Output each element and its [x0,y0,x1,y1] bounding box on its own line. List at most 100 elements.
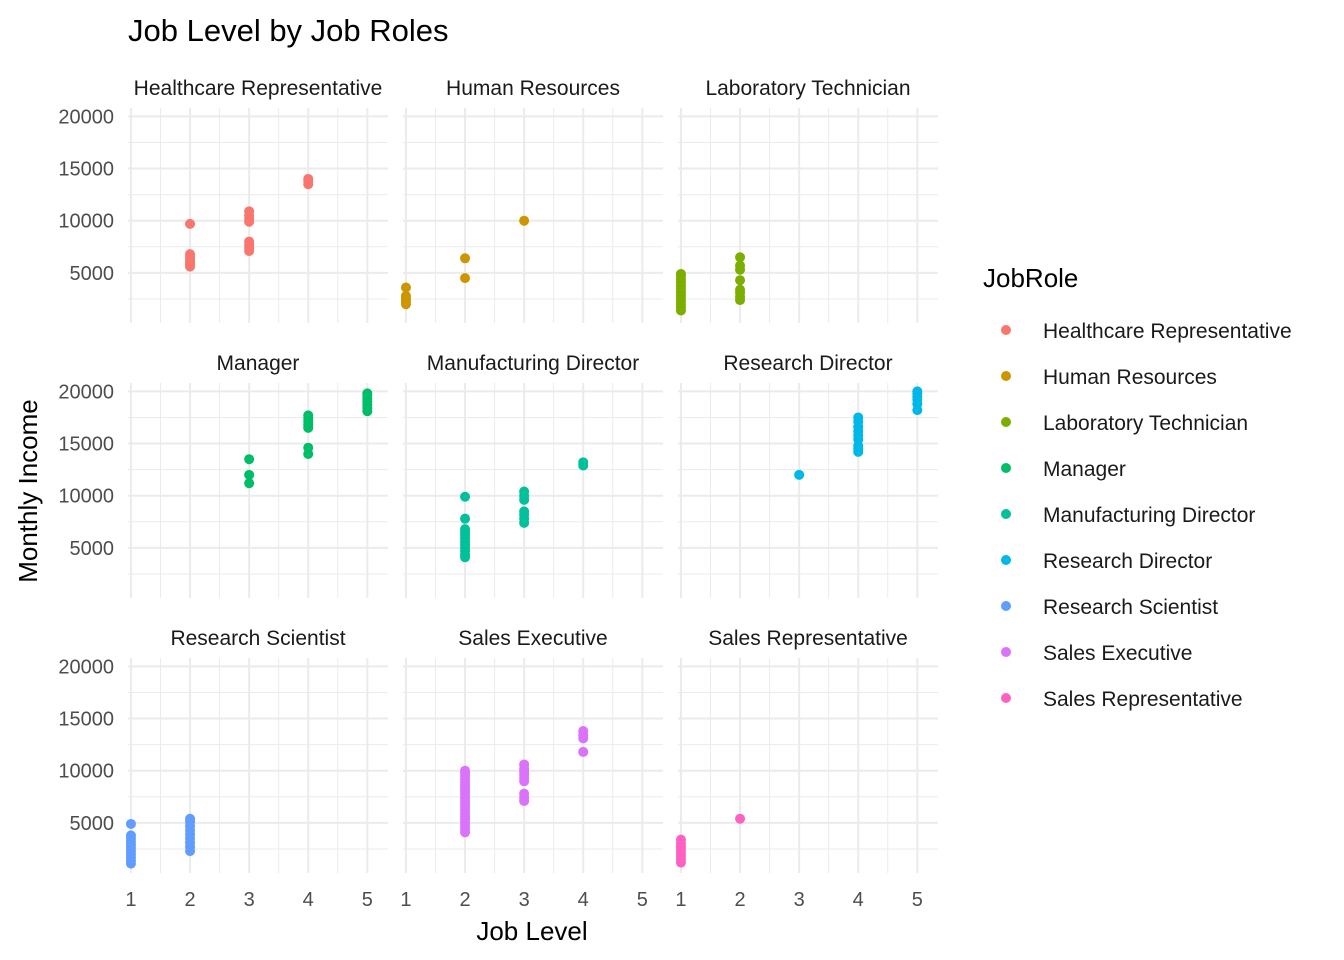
scatter-point [519,506,530,517]
x-tick-label: 2 [459,889,470,911]
x-tick-label: 4 [853,889,864,911]
scatter-point [400,282,411,293]
facet-strip-title: Healthcare Representative [134,77,383,100]
facet-strip-title: Manager [217,352,300,375]
facet-strip-title: Sales Representative [708,627,908,650]
x-tick-label: 2 [734,889,745,911]
facet-strip-title: Laboratory Technician [705,77,910,100]
scatter-point [460,273,471,284]
facet-strip-title: Research Director [723,352,892,375]
legend-swatch [1001,325,1011,335]
legend-swatch [1001,555,1011,565]
legend-swatch [1001,647,1011,657]
x-tick-label: 5 [912,889,923,911]
facet-panels: Healthcare Representative500010000150002… [58,77,938,911]
legend: JobRole Healthcare Representative Human R… [983,263,1292,711]
facet-strip-title: Research Scientist [170,627,345,650]
facet-panel: Manager 5000 10000 15000 20000 [58,352,388,598]
scatter-point [578,746,589,757]
scatter-point [460,253,471,264]
scatter-point [244,454,255,465]
scatter-point [400,290,411,301]
facet-panel: Research Scientist 5000 10000 15000 20000 1 2 3… [58,627,388,911]
y-axis-label: Monthly Income [13,399,43,583]
scatter-point [460,765,471,776]
facet-panel: Healthcare Representative 5000 10000 15000 2… [58,77,388,323]
scatter-point [244,206,255,217]
scatter-point [185,249,196,260]
legend-items: Healthcare Representative Human Resources… [1001,320,1292,711]
legend-swatch [1001,463,1011,473]
legend-swatch [1001,601,1011,611]
scatter-point [460,513,471,524]
scatter-point [460,491,471,502]
legend-label: Sales Representative [1043,688,1243,711]
y-tick-label: 20000 [58,106,114,128]
legend-label: Laboratory Technician [1043,412,1248,435]
legend-label: Human Resources [1043,366,1217,389]
x-tick-label: 5 [637,889,648,911]
scatter-point [460,524,471,535]
scatter-point [735,275,746,286]
y-tick-label: 10000 [58,761,114,783]
facet-panel: Laboratory Technician [675,77,938,323]
y-tick-label: 15000 [58,709,114,731]
y-tick-label: 20000 [58,656,114,678]
legend-label: Research Scientist [1043,596,1218,619]
legend-label: Manager [1043,458,1126,481]
scatter-point [303,173,314,184]
y-tick-label: 15000 [58,159,114,181]
scatter-point [185,813,196,824]
scatter-point [244,478,255,489]
scatter-point [912,386,923,397]
legend-label: Manufacturing Director [1043,504,1255,527]
scatter-point [303,442,314,453]
scatter-point [185,218,196,229]
scatter-point [519,486,530,497]
scatter-point [519,215,530,226]
facet-panel: Sales Representative 1 2 3 4 5 [675,627,938,911]
legend-swatch [1001,509,1011,519]
scatter-point [735,252,746,263]
chart-title: Job Level by Job Roles [128,13,449,48]
scatter-point [675,268,686,279]
y-tick-label: 5000 [70,538,115,560]
scatter-point [675,834,686,845]
scatter-point [519,759,530,770]
legend-title: JobRole [983,263,1078,293]
x-tick-label: 4 [303,889,314,911]
legend-label: Sales Executive [1043,642,1192,665]
y-tick-label: 5000 [70,263,115,285]
scatter-point [303,410,314,421]
y-tick-label: 15000 [58,434,114,456]
scatter-point [244,469,255,480]
scatter-point [362,388,373,399]
scatter-point [794,469,805,480]
x-tick-label: 1 [675,889,686,911]
facet-strip-title: Human Resources [446,77,620,100]
x-tick-label: 5 [362,889,373,911]
x-tick-label: 2 [184,889,195,911]
x-tick-label: 3 [794,889,805,911]
scatter-point [578,457,589,468]
x-axis-label: Job Level [476,916,587,946]
scatter-point [735,284,746,295]
facet-strip-title: Sales Executive [458,627,607,650]
scatter-point [519,788,530,799]
scatter-point [244,236,255,247]
legend-swatch [1001,371,1011,381]
x-tick-label: 1 [400,889,411,911]
x-tick-label: 1 [125,889,136,911]
legend-swatch [1001,693,1011,703]
scatter-point [735,813,746,824]
scatter-point [578,726,589,737]
scatter-point [853,412,864,423]
x-tick-label: 3 [519,889,530,911]
y-tick-label: 5000 [70,813,115,835]
facet-panel: Manufacturing Director [403,352,663,598]
x-tick-label: 4 [578,889,589,911]
y-tick-label: 10000 [58,486,114,508]
facet-panel: Human Resources [400,77,663,323]
facet-strip-title: Manufacturing Director [427,352,639,375]
